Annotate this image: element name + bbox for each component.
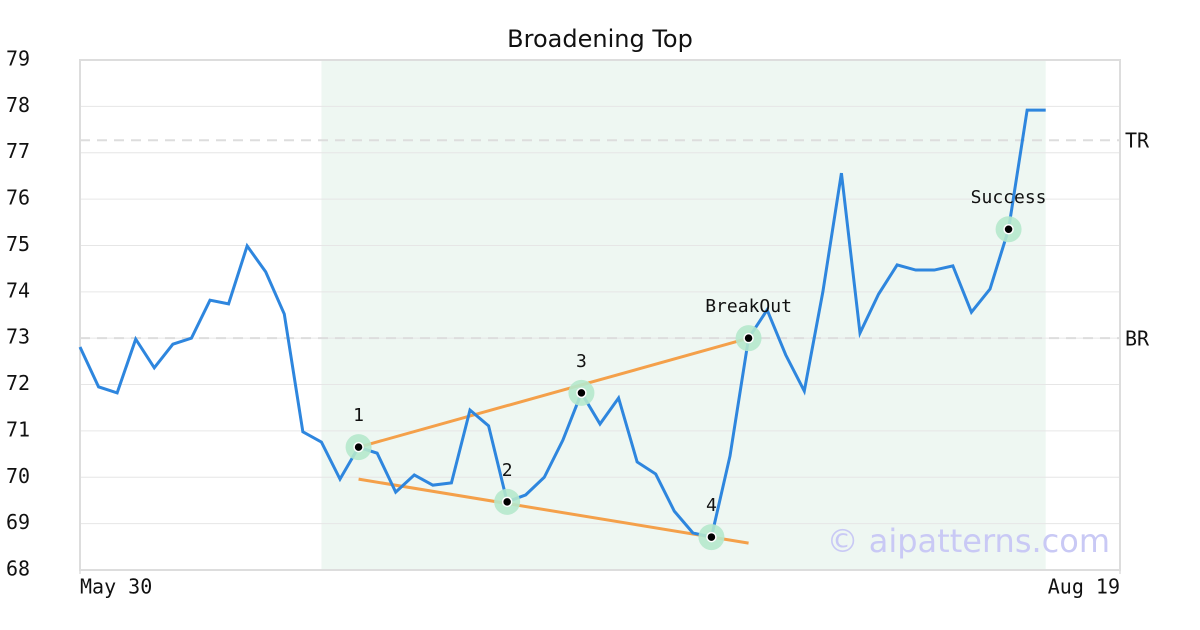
point-marker (743, 332, 754, 344)
point-marker (1003, 223, 1014, 235)
plot-frame (79, 59, 1121, 571)
y-tick-label: 72 (6, 371, 30, 395)
y-tick-label: 74 (6, 278, 30, 302)
point-label: 4 (706, 495, 717, 516)
point-label: 1 (353, 405, 364, 426)
y-tick-label: 68 (6, 557, 30, 581)
y-tick-label: 78 (6, 93, 30, 117)
level-label: TR (1125, 129, 1150, 153)
trendline (358, 477, 749, 545)
y-tick-label: 73 (6, 325, 30, 349)
y-tick-label: 79 (6, 47, 30, 71)
point-marker (353, 441, 364, 453)
x-tick-label: May 30 (80, 575, 152, 599)
point-marker (501, 496, 513, 508)
y-tick-label: 76 (6, 186, 30, 210)
y-tick-label: 77 (6, 139, 30, 163)
y-tick-label: 70 (6, 464, 30, 488)
point-label: Success (971, 187, 1047, 208)
y-tick-label: 69 (6, 510, 30, 534)
y-tick-label: 71 (6, 417, 30, 441)
point-marker (576, 387, 587, 399)
chart-title: Broadening Top (507, 25, 693, 53)
pattern-region (321, 60, 1046, 570)
x-tick-label: Aug 19 (1048, 575, 1120, 599)
point-label: 2 (502, 460, 513, 481)
level-label: BR (1125, 327, 1150, 351)
point-label: BreakOut (705, 296, 792, 317)
point-marker (706, 531, 717, 543)
price-line (78, 108, 1046, 539)
point-label: 3 (576, 351, 587, 372)
watermark: © aipatterns.com (827, 522, 1110, 560)
y-tick-label: 75 (6, 232, 30, 256)
trendline (358, 336, 749, 449)
